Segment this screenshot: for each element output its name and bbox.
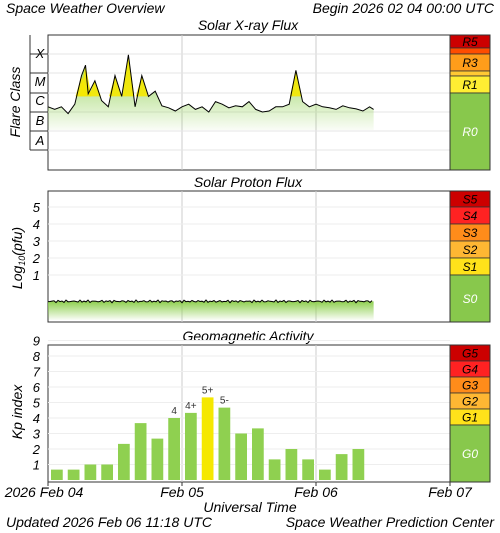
kp-bar-label: 5-: [220, 396, 229, 407]
geomag-ytick-5: 5: [33, 396, 41, 411]
x-tick-label-3: Feb 07: [428, 484, 473, 500]
xray-flare-highlight: [289, 70, 302, 97]
kp-bar: [302, 459, 314, 480]
geomag-scale-label-0: G5: [462, 347, 478, 361]
geomag-plot-frame: [47, 344, 451, 483]
proton-scale-label-5: S0: [463, 292, 478, 306]
proton-plot-frame: [47, 190, 451, 323]
kp-bar: [101, 464, 113, 480]
xray-ytick-A: A: [35, 133, 45, 148]
geomag-ytick-3: 3: [33, 427, 41, 442]
geomag-scale-label-4: G1: [462, 411, 478, 425]
geomag-ytick-1: 1: [33, 458, 40, 473]
header-right: Begin 2026 02 04 00:00 UTC: [312, 0, 494, 16]
geomag-ytick-4: 4: [33, 411, 40, 426]
xray-ytick-B: B: [36, 113, 45, 128]
kp-bar: [268, 459, 281, 480]
proton-ytick-3: 3: [33, 234, 41, 249]
xray-flare-highlight: [79, 65, 92, 97]
xray-scale-label-5: R0: [462, 125, 478, 139]
kp-bar: [335, 454, 348, 480]
proton-flux-line: [47, 299, 373, 304]
proton-ytick-4: 4: [33, 217, 40, 232]
xray-scale-seg-5: [449, 92, 491, 171]
kp-bar: [285, 449, 298, 480]
proton-area-fill: [48, 301, 374, 320]
proton-scale-label-2: S3: [463, 226, 478, 240]
header-left: Space Weather Overview: [6, 0, 165, 16]
geomag-scale-label-1: G4: [462, 363, 478, 377]
xray-ytick-M: M: [35, 74, 46, 89]
kp-bar: [134, 423, 147, 480]
footer-right: Space Weather Prediction Center: [285, 514, 494, 530]
kp-bar-label: 4+: [185, 401, 197, 412]
kp-bar: [235, 433, 247, 480]
xray-title: Solar X-ray Flux: [197, 17, 299, 33]
proton-ytick-5: 5: [33, 200, 41, 215]
kp-bar: [118, 443, 130, 480]
kp-bar-label: 5+: [202, 385, 214, 396]
xray-scale-seg-1: [449, 47, 491, 55]
proton-scale-label-1: S4: [463, 209, 478, 223]
xray-scale-frame: [449, 34, 491, 171]
geomag-ytick-7: 7: [33, 365, 41, 380]
kp-bar: [218, 407, 231, 480]
xray-ytick-X: X: [35, 46, 46, 61]
geomag-scale-label-5: G0: [462, 447, 478, 461]
geomag-ylabel: Kp index: [9, 384, 25, 439]
kp-bar: [151, 438, 164, 480]
xray-scale-label-0: R5: [462, 35, 478, 49]
proton-scale-label-4: S1: [463, 260, 478, 274]
xray-scale-seg-3: [449, 70, 491, 77]
geomag-ytick-6: 6: [33, 380, 41, 395]
proton-ytick-2: 2: [32, 251, 41, 266]
proton-scale-label-3: S2: [463, 243, 478, 257]
xray-ylabel: Flare Class: [7, 67, 23, 138]
x-tick-label-2: Feb 06: [294, 484, 338, 500]
kp-bar: [185, 412, 197, 480]
xray-scale-label-4: R1: [462, 78, 477, 92]
kp-bar: [352, 449, 365, 480]
geomag-ytick-8: 8: [33, 349, 41, 364]
xray-flare-highlight: [88, 80, 101, 97]
geomag-ytick-9: 9: [33, 334, 40, 349]
kp-bar: [84, 464, 97, 480]
x-axis-title: Universal Time: [203, 499, 296, 515]
proton-scale-frame: [449, 190, 491, 323]
xray-scale-label-2: R3: [462, 56, 478, 70]
proton-ytick-1: 1: [33, 268, 40, 283]
xray-flare-highlight: [122, 54, 135, 97]
kp-bar: [67, 469, 80, 480]
kp-bar: [201, 397, 214, 480]
geomag-ytick-2: 2: [32, 442, 41, 457]
proton-scale-seg-5: [449, 274, 491, 323]
geomag-scale-label-3: G2: [462, 395, 478, 409]
x-tick-label-0: 2026 Feb 04: [4, 484, 84, 500]
xray-ytick-C: C: [35, 93, 45, 108]
x-tick-label-1: Feb 05: [160, 484, 204, 500]
footer-left: Updated 2026 Feb 06 11:18 UTC: [6, 514, 212, 530]
proton-scale-label-0: S5: [463, 193, 478, 207]
xray-flux-line: [47, 54, 374, 115]
proton-ylabel: Log10(pfu): [9, 227, 27, 289]
kp-bar: [252, 428, 264, 480]
kp-bar: [168, 418, 180, 480]
proton-title: Solar Proton Flux: [193, 174, 303, 190]
kp-bar: [319, 469, 331, 480]
kp-bar-label: 4: [171, 406, 177, 417]
geomag-scale-label-2: G3: [462, 379, 478, 393]
kp-bar: [51, 469, 63, 480]
geomag-scale-frame: [449, 344, 491, 483]
